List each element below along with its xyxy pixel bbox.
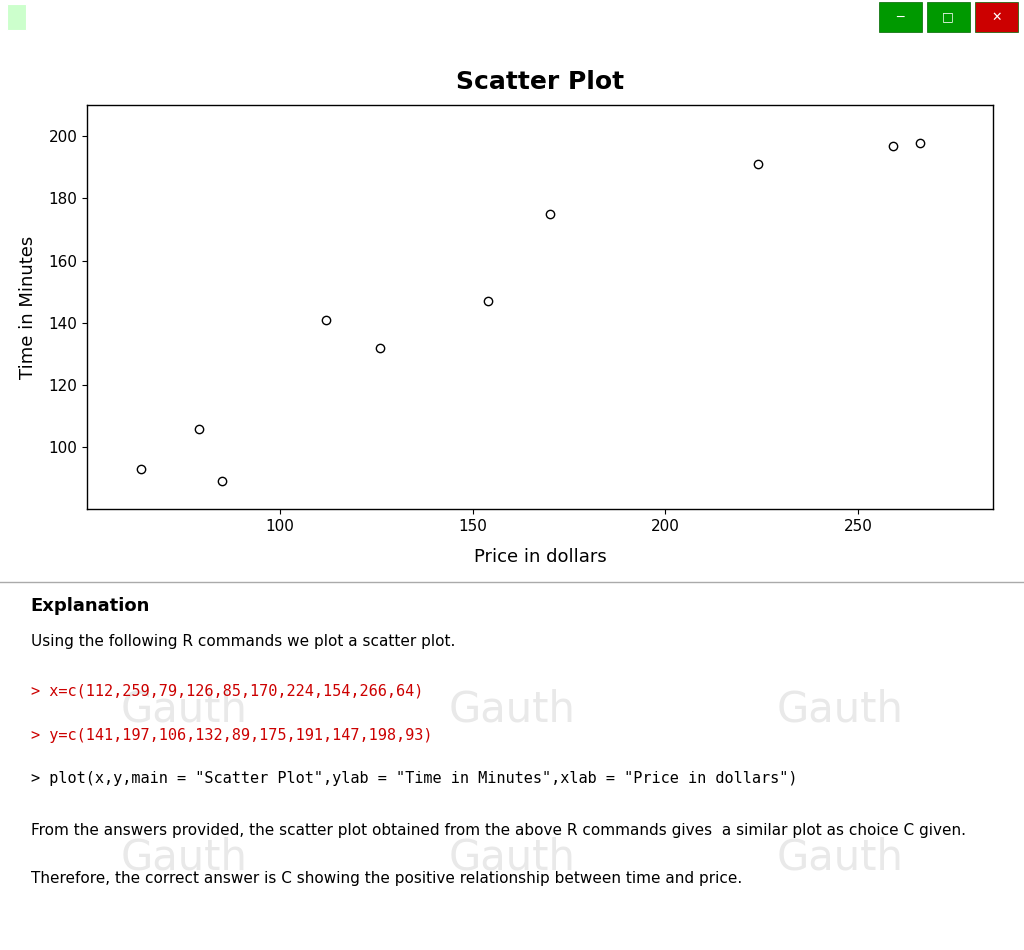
Text: Gauth: Gauth bbox=[776, 837, 903, 879]
Text: > y=c(141,197,106,132,89,175,191,147,198,93): > y=c(141,197,106,132,89,175,191,147,198… bbox=[31, 729, 432, 743]
Text: □: □ bbox=[942, 10, 954, 24]
Text: Gauth: Gauth bbox=[449, 369, 575, 410]
Point bbox=[750, 157, 766, 172]
Y-axis label: Time in Minutes: Time in Minutes bbox=[19, 236, 37, 379]
X-axis label: Price in dollars: Price in dollars bbox=[474, 548, 606, 566]
Text: Gauth: Gauth bbox=[449, 837, 575, 879]
Point bbox=[317, 313, 334, 328]
Text: Gauth: Gauth bbox=[121, 689, 248, 731]
Bar bbox=[879, 2, 922, 32]
Point bbox=[480, 294, 497, 309]
Text: ─: ─ bbox=[896, 10, 904, 24]
Point bbox=[372, 340, 388, 355]
Text: Gauth: Gauth bbox=[776, 689, 903, 731]
Text: Using the following R commands we plot a scatter plot.: Using the following R commands we plot a… bbox=[31, 634, 455, 649]
Text: > plot(x,y,main = "Scatter Plot",ylab = "Time in Minutes",xlab = "Price in dolla: > plot(x,y,main = "Scatter Plot",ylab = … bbox=[31, 770, 798, 786]
Text: Gauth: Gauth bbox=[449, 150, 575, 192]
Text: Gauth: Gauth bbox=[121, 150, 248, 192]
Title: Scatter Plot: Scatter Plot bbox=[456, 69, 625, 93]
Point bbox=[542, 206, 558, 221]
Text: From the answers provided, the scatter plot obtained from the above R commands g: From the answers provided, the scatter p… bbox=[31, 823, 966, 838]
Text: ✕: ✕ bbox=[991, 10, 1001, 24]
Point bbox=[214, 474, 230, 489]
Text: Gauth: Gauth bbox=[121, 369, 248, 410]
Bar bbox=[927, 2, 970, 32]
Text: Gauth: Gauth bbox=[776, 369, 903, 410]
Point bbox=[133, 462, 150, 477]
Text: > x=c(112,259,79,126,85,170,224,154,266,64): > x=c(112,259,79,126,85,170,224,154,266,… bbox=[31, 684, 423, 699]
Point bbox=[885, 138, 901, 153]
Bar bbox=[7, 4, 26, 30]
Text: Plot Zoom: Plot Zoom bbox=[33, 10, 113, 24]
Text: Gauth: Gauth bbox=[449, 689, 575, 731]
Point bbox=[911, 135, 928, 150]
Text: Gauth: Gauth bbox=[776, 150, 903, 192]
Bar bbox=[975, 2, 1018, 32]
Text: Therefore, the correct answer is C showing the positive relationship between tim: Therefore, the correct answer is C showi… bbox=[31, 870, 742, 885]
Text: Explanation: Explanation bbox=[31, 598, 151, 615]
Text: Gauth: Gauth bbox=[121, 837, 248, 879]
Point bbox=[190, 421, 207, 436]
